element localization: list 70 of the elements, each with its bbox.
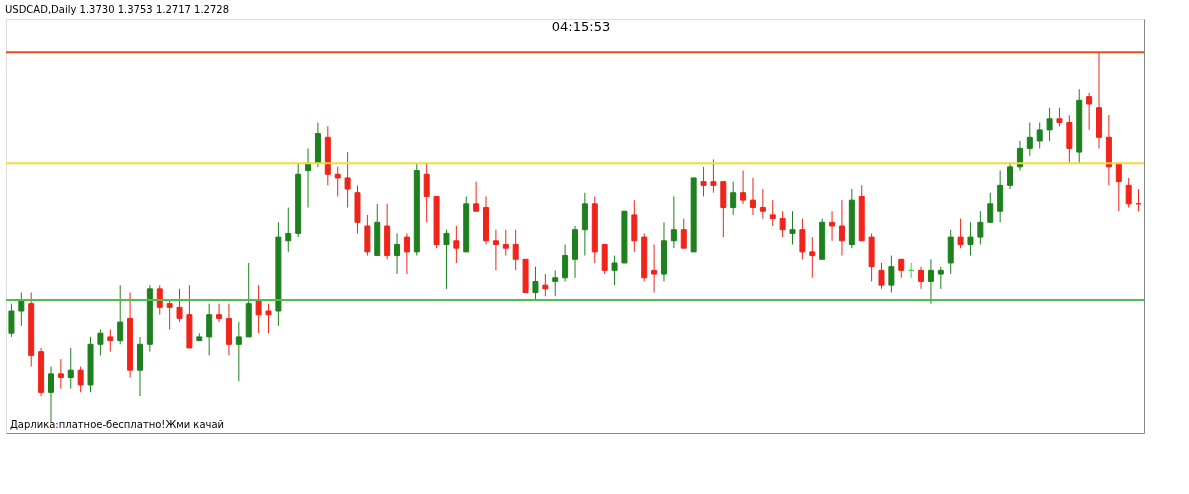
candlestick	[532, 266, 539, 301]
candlestick	[888, 255, 895, 294]
candlestick	[927, 258, 934, 305]
candlestick	[1115, 162, 1122, 212]
candlestick	[1036, 122, 1043, 149]
candlestick	[937, 266, 944, 290]
candlestick	[878, 262, 885, 290]
candlestick	[67, 347, 74, 390]
candlestick	[680, 218, 687, 249]
chart-title: USDCAD,Daily 1.3730 1.3753 1.2717 1.2728	[5, 4, 230, 15]
candlestick	[344, 151, 351, 209]
candlestick	[809, 236, 816, 279]
candlestick	[206, 303, 213, 356]
candlestick	[779, 210, 786, 238]
text: 04:15:53	[551, 19, 611, 34]
candlestick	[265, 303, 272, 334]
candlestick	[651, 243, 658, 294]
candlestick	[799, 218, 806, 260]
candlestick	[107, 329, 114, 353]
candlestick	[977, 210, 984, 245]
candlestick	[1007, 162, 1014, 190]
candlestick	[166, 299, 173, 330]
candlestick	[1086, 92, 1093, 131]
candlestick	[730, 181, 737, 216]
candlestick	[453, 225, 460, 264]
candlestick	[473, 181, 480, 212]
candlestick	[700, 166, 707, 197]
candlestick	[18, 292, 25, 327]
candlestick	[967, 221, 974, 257]
candlestick	[423, 162, 430, 223]
candlestick	[1046, 107, 1053, 142]
candlestick	[542, 273, 549, 297]
candlestick	[285, 207, 292, 253]
candlestick	[1125, 177, 1132, 209]
candlestick	[552, 269, 559, 297]
candlestick	[176, 288, 183, 323]
candlestick	[216, 303, 223, 323]
candlestick	[829, 210, 836, 242]
candlestick	[1026, 122, 1033, 157]
candlestick	[1056, 107, 1063, 127]
candlestick	[334, 166, 341, 197]
candlestick	[918, 266, 925, 290]
candlestick	[255, 284, 262, 334]
candlestick	[77, 365, 84, 393]
candlestick	[749, 177, 756, 216]
candlestick	[838, 199, 845, 257]
candlestick	[670, 195, 677, 249]
candlestick	[117, 284, 124, 345]
candlestick	[769, 199, 776, 227]
candlestick	[898, 258, 905, 279]
candlestick	[57, 358, 64, 390]
candlestick	[1016, 140, 1023, 172]
candlestick	[394, 232, 401, 275]
candlestick	[759, 188, 766, 220]
candlestick	[443, 229, 450, 290]
candlestick	[740, 170, 747, 205]
candlestick	[97, 329, 104, 356]
candlestick	[562, 243, 569, 282]
candlestick	[502, 229, 509, 257]
candlestick	[710, 158, 717, 194]
candlestick	[403, 232, 410, 275]
annotation: Дарлика:платное-бесплатно!Жми качай	[10, 419, 225, 430]
candlestick	[611, 255, 618, 286]
candlestick	[235, 321, 242, 382]
candlestick	[957, 218, 964, 249]
candlestick	[987, 192, 994, 223]
candlestick	[8, 303, 15, 338]
candlestick	[492, 229, 499, 271]
candlestick	[789, 210, 796, 245]
candlestick	[512, 229, 519, 271]
